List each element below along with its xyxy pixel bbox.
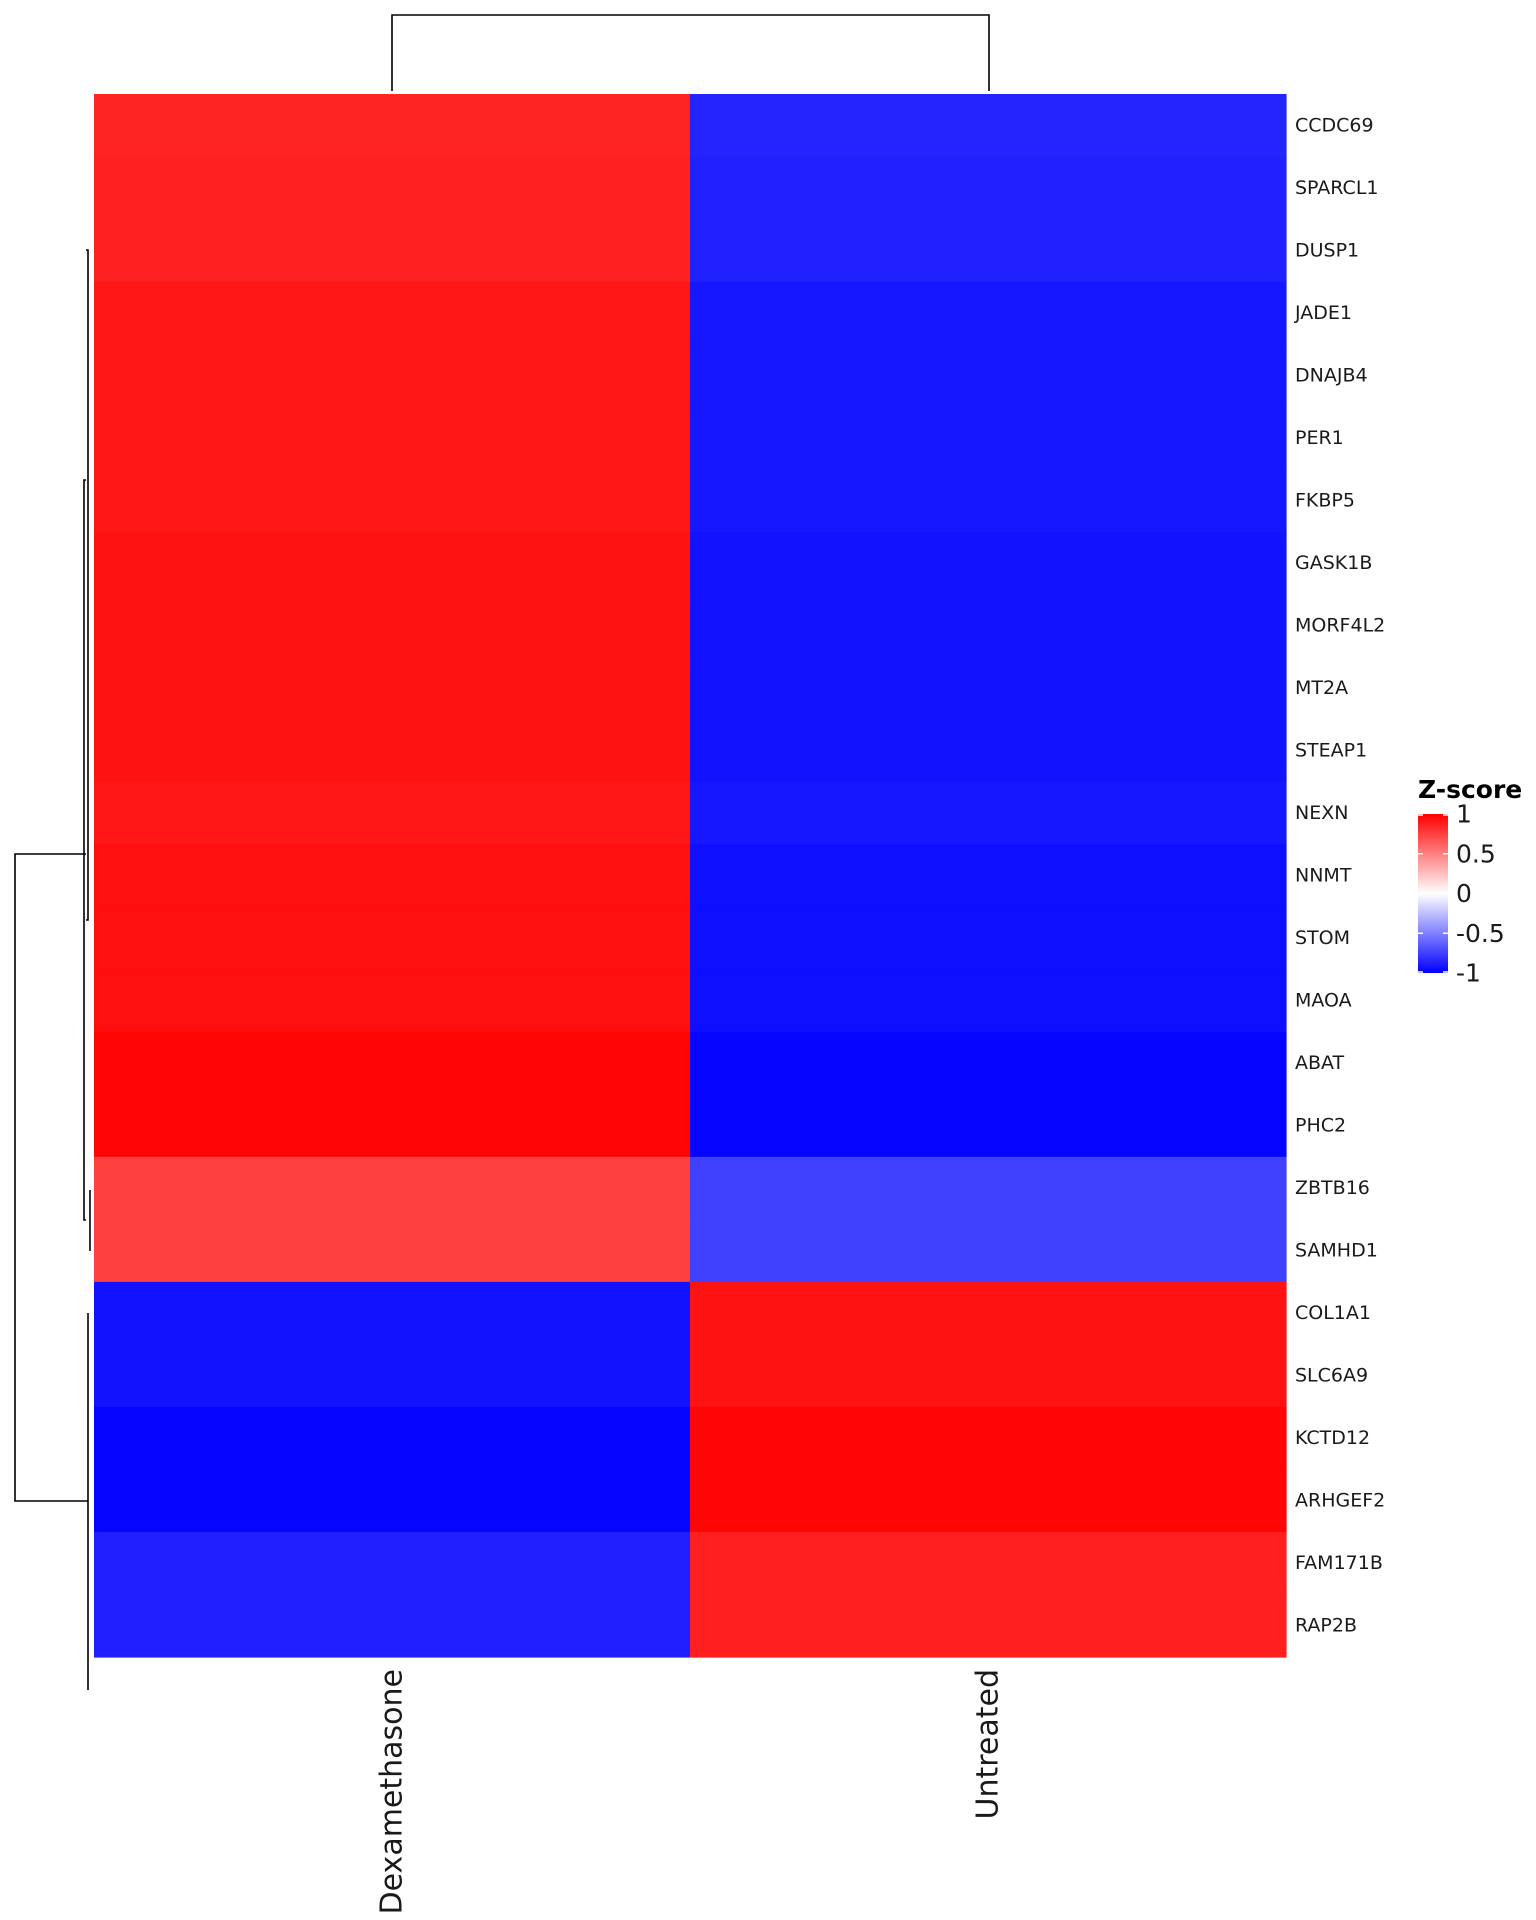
row-label: MT2A bbox=[1295, 677, 1348, 699]
row-label: CCDC69 bbox=[1295, 114, 1374, 136]
heatmap-cell bbox=[690, 1094, 1287, 1158]
column-labels: Dexamethasone Untreated bbox=[375, 1669, 1006, 1914]
heatmap-cell bbox=[94, 1469, 691, 1533]
heatmap-cell bbox=[94, 1281, 691, 1345]
row-label: FAM171B bbox=[1295, 1552, 1383, 1574]
row-dendrogram-root bbox=[14, 853, 88, 1502]
row-label: DNAJB4 bbox=[1295, 364, 1368, 386]
heatmap-cell bbox=[690, 656, 1287, 720]
column-label: Dexamethasone bbox=[375, 1669, 410, 1914]
heatmap-cell bbox=[690, 1406, 1287, 1471]
row-label: KCTD12 bbox=[1295, 1427, 1370, 1449]
heatmap-cell bbox=[690, 156, 1287, 220]
heatmap-cell bbox=[690, 281, 1287, 345]
heatmap-cell bbox=[690, 719, 1287, 783]
heatmap-cell bbox=[94, 469, 691, 533]
heatmap-cell bbox=[690, 1219, 1287, 1283]
heatmap-cell bbox=[690, 594, 1287, 658]
heatmap-cell bbox=[690, 1031, 1287, 1095]
heatmap-cell bbox=[690, 1531, 1287, 1596]
heatmap-cell bbox=[690, 906, 1287, 970]
heatmap-cell bbox=[690, 781, 1287, 845]
heatmap-cell bbox=[690, 219, 1287, 283]
row-label: SAMHD1 bbox=[1295, 1240, 1378, 1262]
legend-tick-label: -0.5 bbox=[1456, 919, 1505, 948]
heatmap-cell bbox=[690, 406, 1287, 470]
row-label: ARHGEF2 bbox=[1295, 1490, 1385, 1512]
heatmap-cell bbox=[690, 344, 1287, 408]
row-label: NEXN bbox=[1295, 802, 1348, 824]
legend-tick-label: 0 bbox=[1456, 879, 1472, 908]
heatmap-cell bbox=[94, 156, 691, 220]
heatmap-cells bbox=[94, 94, 1287, 1658]
row-label: STOM bbox=[1295, 927, 1350, 949]
heatmap-cell bbox=[690, 844, 1287, 908]
heatmap-cell bbox=[690, 531, 1287, 595]
row-label: COL1A1 bbox=[1295, 1302, 1371, 1324]
heatmap-cell bbox=[94, 531, 691, 595]
heatmap-cell bbox=[94, 1406, 691, 1471]
legend-ticks: 1 0.5 0 -0.5 -1 bbox=[1418, 800, 1505, 988]
column-label: Untreated bbox=[971, 1669, 1006, 1820]
row-label: PER1 bbox=[1295, 427, 1344, 449]
heatmap-cell bbox=[690, 1469, 1287, 1533]
heatmap-cell bbox=[94, 781, 691, 845]
heatmap-cell bbox=[94, 1344, 691, 1408]
heatmap-cell bbox=[690, 1156, 1287, 1220]
row-label: DUSP1 bbox=[1295, 239, 1359, 261]
legend-tick-label: -1 bbox=[1456, 959, 1481, 988]
heatmap-cell bbox=[94, 219, 691, 283]
heatmap-cell bbox=[690, 1281, 1287, 1345]
heatmap-cell bbox=[94, 94, 691, 158]
heatmap-cell bbox=[94, 1531, 691, 1596]
heatmap-cell bbox=[94, 844, 691, 908]
row-dendrogram-upper-cluster bbox=[83, 479, 86, 1221]
heatmap-cell bbox=[94, 1594, 691, 1658]
heatmap-cell bbox=[94, 656, 691, 720]
heatmap-cell bbox=[94, 281, 691, 345]
row-dendrogram bbox=[14, 249, 91, 1690]
heatmap-cell bbox=[690, 94, 1287, 158]
legend-title: Z-score bbox=[1418, 775, 1522, 804]
legend-tick-label: 0.5 bbox=[1456, 839, 1496, 868]
row-dendrogram-upper-subcluster bbox=[86, 249, 89, 921]
row-label: GASK1B bbox=[1295, 552, 1372, 574]
row-label: STEAP1 bbox=[1295, 739, 1367, 761]
row-label: JADE1 bbox=[1294, 302, 1352, 324]
row-label: SLC6A9 bbox=[1295, 1365, 1368, 1387]
heatmap-cell bbox=[94, 344, 691, 408]
heatmap-cell bbox=[94, 594, 691, 658]
color-legend: Z-score 1 0.5 0 -0.5 -1 bbox=[1418, 775, 1522, 988]
row-label: MORF4L2 bbox=[1295, 614, 1385, 636]
row-labels: CCDC69 SPARCL1 DUSP1 JADE1 DNAJB4 PER1 FKBP5 GA… bbox=[1294, 114, 1385, 1636]
row-label: ZBTB16 bbox=[1295, 1177, 1370, 1199]
heatmap-cell bbox=[94, 1031, 691, 1095]
heatmap-cell bbox=[94, 719, 691, 783]
row-label: MAOA bbox=[1295, 990, 1352, 1012]
heatmap-cell bbox=[690, 969, 1287, 1033]
heatmap-cell bbox=[690, 1594, 1287, 1658]
heatmap-cell bbox=[690, 1344, 1287, 1408]
heatmap-cell bbox=[94, 1219, 691, 1283]
heatmap-cell bbox=[94, 406, 691, 470]
row-label: PHC2 bbox=[1295, 1115, 1346, 1137]
heatmap-cell bbox=[94, 969, 691, 1033]
heatmap-cell bbox=[94, 1156, 691, 1220]
column-dendrogram-branch bbox=[391, 14, 990, 91]
row-label: SPARCL1 bbox=[1295, 177, 1379, 199]
row-label: NNMT bbox=[1295, 865, 1352, 887]
row-label: FKBP5 bbox=[1295, 489, 1355, 511]
column-dendrogram bbox=[391, 14, 990, 91]
heatmap-cell bbox=[690, 469, 1287, 533]
legend-tick-label: 1 bbox=[1456, 800, 1472, 829]
heatmap-cell bbox=[94, 906, 691, 970]
heatmap-cell bbox=[94, 1094, 691, 1158]
row-label: ABAT bbox=[1295, 1052, 1345, 1074]
row-label: RAP2B bbox=[1295, 1615, 1357, 1637]
